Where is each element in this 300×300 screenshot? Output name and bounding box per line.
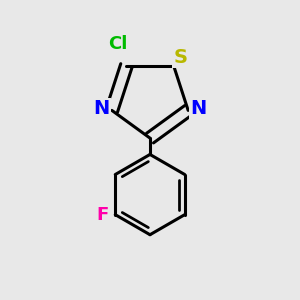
Text: N: N (190, 99, 207, 119)
Text: Cl: Cl (108, 35, 128, 53)
Text: S: S (174, 48, 188, 67)
Text: F: F (97, 206, 109, 224)
Text: N: N (93, 99, 110, 119)
